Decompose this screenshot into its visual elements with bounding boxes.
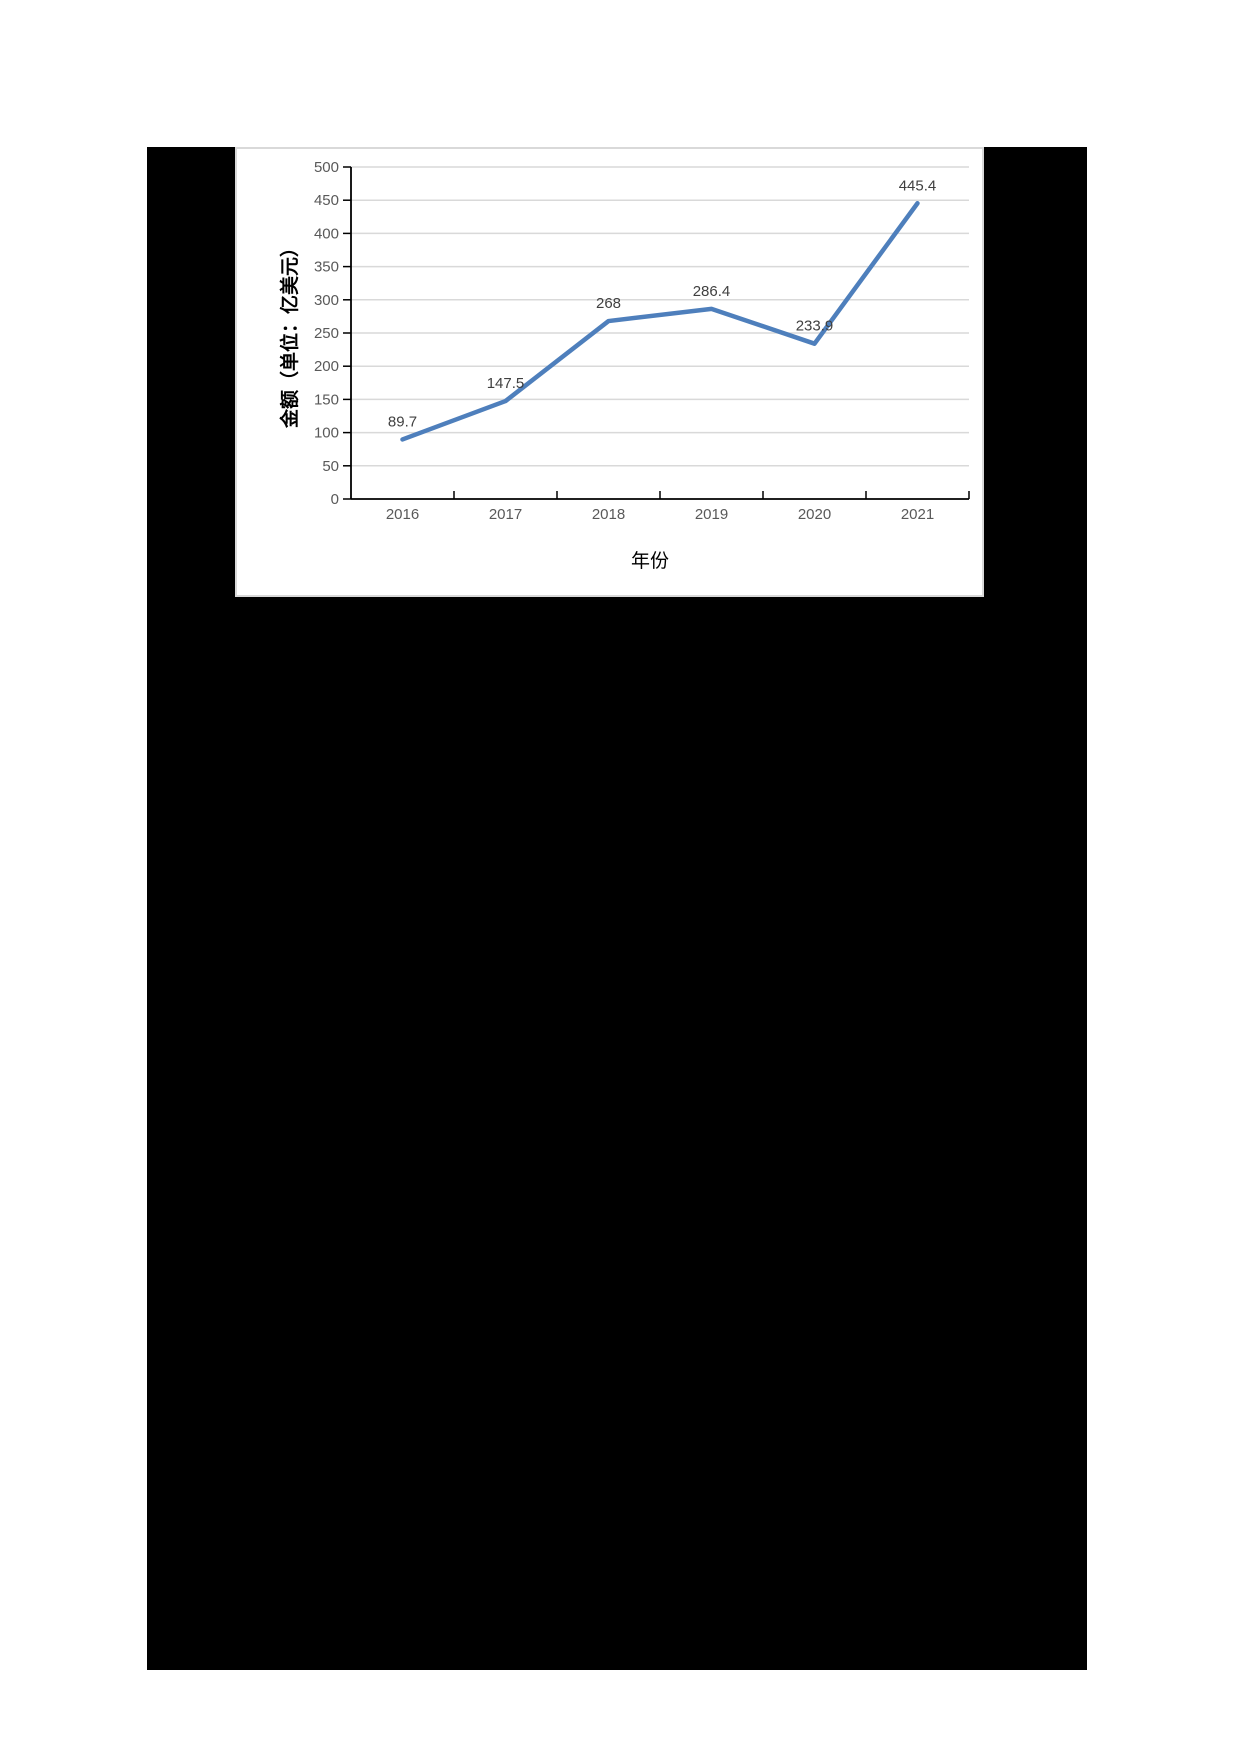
data-label: 233.9 (796, 318, 834, 335)
x-axis-title: 年份 (631, 550, 669, 572)
series-line (400, 201, 920, 442)
chart-frame (235, 147, 984, 597)
data-label: 89.7 (388, 413, 417, 430)
y-tick-label: 400 (314, 225, 339, 242)
x-tick-label: 2018 (592, 506, 625, 523)
y-tick-label: 200 (314, 358, 339, 375)
data-label: 286.4 (693, 283, 731, 300)
y-tick-label: 500 (314, 159, 339, 176)
x-tick-label: 2017 (489, 506, 522, 523)
y-tick-label: 350 (314, 259, 339, 276)
data-labels: 89.7 147.5 268 286.4 233.9 445.4 (388, 177, 936, 430)
y-axis-title: 金额（单位：亿美元） (278, 238, 301, 429)
y-axis-ticks: 0 50 100 150 200 250 300 350 400 450 500 (314, 159, 351, 508)
y-tick-label: 0 (331, 491, 339, 508)
y-tick-label: 300 (314, 292, 339, 309)
data-label: 147.5 (487, 375, 525, 392)
y-tick-label: 100 (314, 425, 339, 442)
y-tick-label: 450 (314, 192, 339, 209)
data-label: 268 (596, 295, 621, 312)
x-tick-label: 2016 (386, 506, 419, 523)
y-tick-label: 50 (322, 458, 339, 475)
x-tick-label: 2021 (901, 506, 934, 523)
gridlines (351, 166, 969, 467)
y-tick-label: 150 (314, 391, 339, 408)
y-tick-label: 250 (314, 325, 339, 342)
x-tick-label: 2020 (798, 506, 831, 523)
x-axis-ticks: 2016 2017 2018 2019 2020 2021 (386, 491, 970, 523)
x-tick-label: 2019 (695, 506, 728, 523)
data-label: 445.4 (899, 177, 937, 194)
